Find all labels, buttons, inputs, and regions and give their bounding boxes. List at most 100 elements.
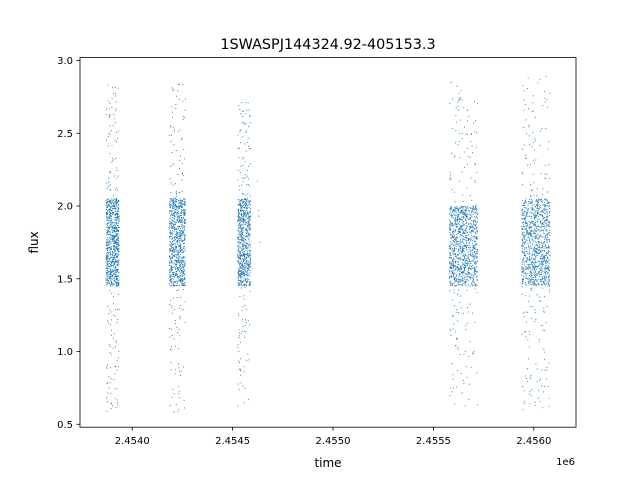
data-point: [110, 200, 112, 202]
data-point: [108, 132, 110, 134]
data-point: [476, 210, 478, 212]
data-point: [180, 212, 182, 214]
data-point: [113, 277, 115, 279]
data-point: [457, 214, 459, 216]
data-point: [545, 268, 547, 270]
data-point: [173, 228, 176, 230]
data-point: [178, 220, 180, 222]
data-point: [527, 232, 529, 234]
data-point: [117, 201, 119, 203]
data-point: [461, 253, 463, 255]
data-point: [247, 269, 249, 271]
data-point: [471, 230, 473, 232]
data-point: [466, 120, 469, 122]
data-point: [527, 264, 529, 266]
data-point: [117, 249, 119, 251]
data-point: [535, 235, 537, 237]
data-point: [175, 104, 177, 106]
data-point: [522, 240, 524, 242]
data-point: [525, 275, 527, 277]
data-point: [258, 215, 260, 217]
data-point: [543, 283, 546, 285]
data-point: [461, 279, 463, 281]
data-point: [183, 219, 185, 221]
data-point: [461, 210, 463, 213]
data-point: [171, 219, 173, 221]
data-point: [539, 208, 541, 210]
data-point: [183, 175, 185, 177]
data-point: [469, 228, 471, 231]
data-point: [464, 257, 466, 259]
data-point: [535, 159, 537, 161]
data-point: [238, 239, 240, 241]
data-point: [537, 250, 539, 252]
data-point: [107, 222, 109, 224]
data-point: [118, 210, 120, 213]
data-point: [175, 260, 177, 262]
data-point: [466, 235, 468, 237]
data-point: [466, 279, 468, 281]
data-point: [458, 257, 460, 259]
data-point: [117, 246, 119, 248]
data-point: [450, 254, 452, 256]
data-point: [110, 284, 112, 286]
data-point: [171, 349, 173, 351]
data-point: [238, 351, 240, 353]
data-point: [116, 177, 118, 179]
data-point: [172, 276, 174, 278]
data-point: [452, 211, 454, 213]
data-point: [109, 170, 111, 173]
data-point: [116, 277, 118, 279]
data-point: [113, 259, 115, 261]
data-point: [179, 192, 181, 194]
data-point: [537, 252, 539, 255]
data-point: [179, 168, 181, 170]
data-point: [113, 225, 115, 227]
data-point: [175, 273, 177, 275]
data-point: [246, 214, 248, 216]
data-point: [248, 221, 250, 223]
data-point: [105, 257, 107, 259]
data-point: [476, 249, 478, 251]
data-point: [245, 247, 247, 249]
data-point: [239, 203, 241, 205]
data-point: [534, 232, 536, 234]
data-point: [526, 273, 528, 275]
data-point: [548, 223, 550, 226]
data-point: [467, 283, 469, 285]
data-point: [466, 206, 469, 208]
data-point: [242, 258, 244, 260]
data-point: [249, 212, 251, 214]
data-point: [458, 222, 460, 225]
data-point: [118, 215, 120, 217]
data-point: [114, 214, 116, 216]
data-point: [472, 245, 474, 247]
data-point: [525, 206, 527, 209]
data-point: [178, 84, 180, 86]
data-point: [243, 336, 246, 338]
data-point: [113, 252, 115, 254]
data-point: [462, 209, 464, 211]
data-point: [524, 236, 526, 238]
data-point: [239, 269, 241, 271]
data-point: [237, 347, 239, 349]
data-point: [525, 336, 527, 338]
data-point: [112, 226, 115, 228]
data-point: [541, 128, 543, 130]
data-point: [548, 225, 550, 227]
data-point: [450, 252, 452, 254]
data-point: [176, 254, 178, 256]
data-point: [246, 264, 248, 266]
data-point: [461, 271, 463, 273]
data-point: [463, 270, 466, 272]
data-point: [116, 234, 118, 236]
data-point: [546, 247, 548, 249]
data-point: [109, 252, 112, 254]
data-point: [110, 239, 112, 241]
data-point: [169, 268, 171, 270]
data-point: [540, 266, 542, 268]
data-point: [178, 240, 181, 242]
data-point: [112, 213, 114, 215]
data-point: [110, 311, 112, 313]
data-point: [474, 220, 476, 222]
